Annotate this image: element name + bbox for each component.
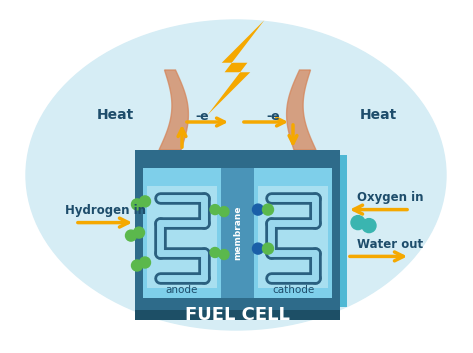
Circle shape bbox=[253, 204, 263, 215]
Text: cathode: cathode bbox=[272, 285, 314, 295]
Circle shape bbox=[210, 205, 220, 215]
Circle shape bbox=[131, 199, 142, 210]
Text: -e: -e bbox=[266, 110, 280, 124]
Polygon shape bbox=[287, 70, 316, 150]
Bar bbox=[254, 168, 332, 298]
Text: -e: -e bbox=[195, 110, 209, 124]
Circle shape bbox=[210, 247, 220, 257]
Circle shape bbox=[140, 257, 150, 268]
Circle shape bbox=[351, 216, 365, 229]
Bar bbox=[147, 186, 217, 288]
Circle shape bbox=[263, 204, 273, 215]
Text: anode: anode bbox=[166, 285, 198, 295]
Bar bbox=[340, 155, 347, 307]
Text: FUEL CELL: FUEL CELL bbox=[185, 306, 290, 324]
Circle shape bbox=[140, 196, 150, 207]
Bar bbox=[135, 310, 340, 320]
Text: Heat: Heat bbox=[359, 108, 397, 122]
Text: Heat: Heat bbox=[96, 108, 134, 122]
Circle shape bbox=[125, 230, 137, 241]
Circle shape bbox=[263, 243, 273, 254]
Text: membrane: membrane bbox=[233, 206, 242, 260]
Circle shape bbox=[253, 243, 263, 254]
Circle shape bbox=[131, 260, 142, 271]
Polygon shape bbox=[208, 20, 264, 115]
Polygon shape bbox=[159, 70, 188, 150]
Circle shape bbox=[219, 250, 229, 259]
Bar bbox=[258, 186, 328, 288]
Text: Oxygen in: Oxygen in bbox=[357, 191, 423, 204]
Text: Hydrogen in: Hydrogen in bbox=[64, 204, 146, 217]
Circle shape bbox=[362, 219, 376, 233]
Bar bbox=[143, 168, 221, 298]
Circle shape bbox=[219, 207, 229, 217]
Circle shape bbox=[133, 227, 144, 238]
Text: Water out: Water out bbox=[357, 238, 423, 251]
Ellipse shape bbox=[26, 20, 446, 330]
Bar bbox=[221, 168, 254, 298]
Bar bbox=[135, 150, 340, 310]
